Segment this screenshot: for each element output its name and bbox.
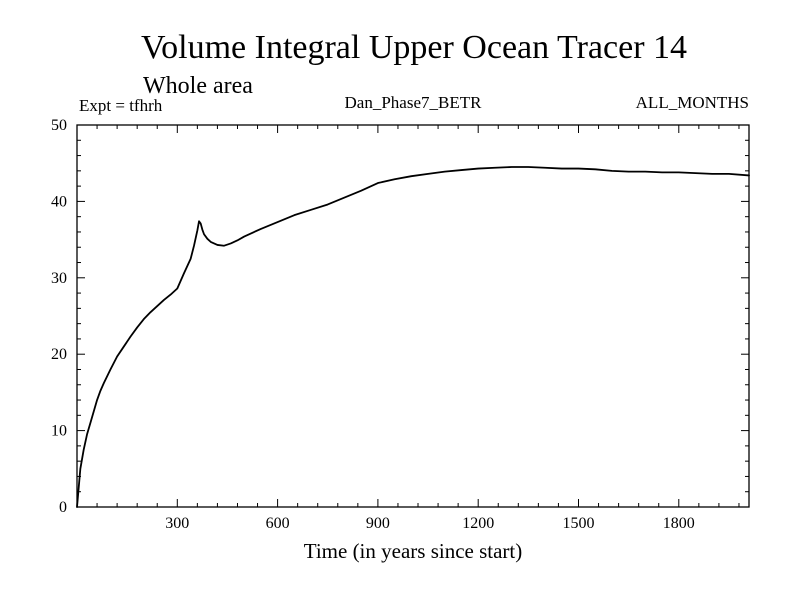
chart-title: Volume Integral Upper Ocean Tracer 14 <box>141 29 687 66</box>
axis-tick-labels: 300 600 900 1200 1500 1800 0 10 20 30 40 50 <box>51 117 695 532</box>
x-tick-label: 600 <box>266 515 290 532</box>
experiment-label: Expt = tfhrh <box>79 96 163 115</box>
months-label: ALL_MONTHS <box>636 93 749 112</box>
x-tick-label: 900 <box>366 515 390 532</box>
x-tick-label: 1800 <box>663 515 695 532</box>
y-tick-label: 40 <box>51 193 67 210</box>
x-tick-label: 300 <box>165 515 189 532</box>
y-tick-label: 30 <box>51 270 67 287</box>
chart-subtitle: Whole area <box>143 73 253 99</box>
y-tick-label: 0 <box>59 499 67 516</box>
axis-ticks <box>77 125 749 507</box>
plot-frame <box>76 124 750 508</box>
y-tick-label: 20 <box>51 346 67 363</box>
y-tick-label: 10 <box>51 423 67 440</box>
run-label: Dan_Phase7_BETR <box>345 93 483 112</box>
x-tick-label: 1200 <box>462 515 494 532</box>
series-line <box>76 166 750 508</box>
x-axis-label: Time (in years since start) <box>304 539 523 563</box>
x-tick-label: 1500 <box>562 515 594 532</box>
y-tick-label: 50 <box>51 117 67 134</box>
